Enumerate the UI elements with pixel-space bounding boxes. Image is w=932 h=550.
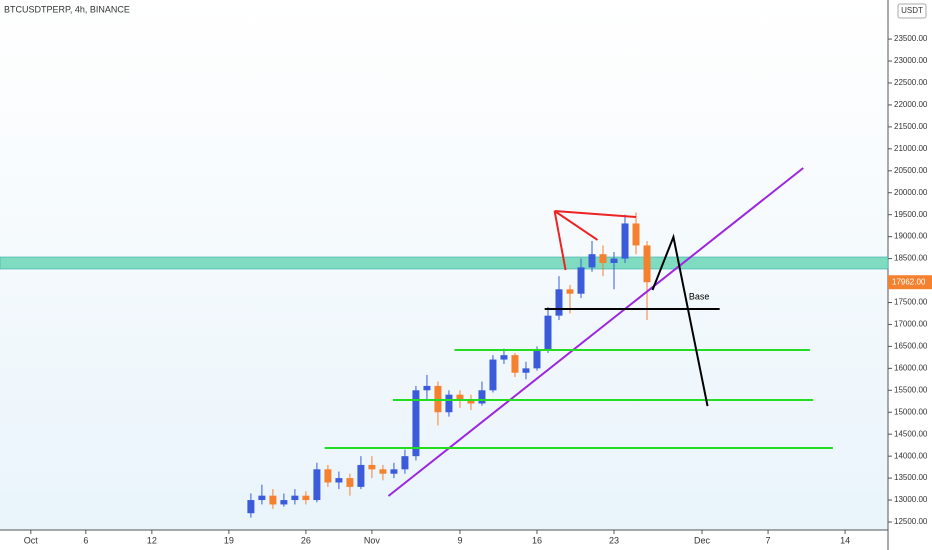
candle-body: [500, 355, 508, 360]
last-price-box: [888, 275, 932, 290]
candle-body: [346, 478, 354, 487]
candle-body: [357, 464, 365, 487]
x-tick-label: Oct: [24, 535, 39, 545]
y-tick-label: 20500.00: [894, 166, 928, 175]
candle-body: [379, 469, 387, 474]
last-price-label: 17962.00: [892, 277, 926, 286]
y-tick-label: 17500.00: [894, 298, 928, 307]
candle-body: [544, 315, 552, 351]
candle-body: [643, 245, 651, 283]
y-tick-label: 16500.00: [894, 342, 928, 351]
candle-body: [423, 385, 431, 391]
y-tick-label: 21000.00: [894, 144, 928, 153]
drawing-line: [554, 210, 599, 241]
candle-body: [335, 478, 343, 483]
x-tick-label: 7: [766, 535, 771, 545]
candle-body: [412, 390, 420, 457]
y-tick-label: 13000.00: [894, 495, 928, 504]
annotation-label: Base: [689, 292, 710, 302]
x-tick-label: 9: [457, 535, 462, 545]
candle-body: [247, 500, 255, 514]
candle-body: [456, 394, 464, 400]
y-tick-label: 17000.00: [894, 320, 928, 329]
x-tick-label: 12: [147, 535, 157, 545]
candle-body: [621, 223, 629, 259]
x-tick-label: 16: [532, 535, 542, 545]
y-tick-label: 15500.00: [894, 385, 928, 394]
candle-body: [489, 359, 497, 391]
resistance-zone: [0, 256, 889, 270]
candle-body: [555, 289, 563, 316]
candle-body: [291, 495, 299, 501]
x-tick-label: 23: [609, 535, 619, 545]
y-tick-label: 23500.00: [894, 34, 928, 43]
candle-body: [467, 399, 475, 404]
y-tick-label: 19000.00: [894, 232, 928, 241]
x-tick-label: 6: [83, 535, 88, 545]
drawing-line: [387, 167, 804, 497]
x-tick-label: 19: [224, 535, 234, 545]
candle-body: [588, 254, 596, 268]
y-tick-label: 13500.00: [894, 473, 928, 482]
candle-body: [610, 258, 618, 263]
y-tick-label: 18500.00: [894, 254, 928, 263]
y-tick-label: 16000.00: [894, 363, 928, 372]
drawing-line: [554, 210, 637, 218]
currency-box: [897, 3, 927, 19]
x-tick-label: 14: [840, 535, 850, 545]
candle-body: [599, 254, 607, 263]
candle-body: [269, 495, 277, 505]
candle-body: [522, 368, 530, 373]
y-tick-label: 20000.00: [894, 188, 928, 197]
candle-body: [258, 495, 266, 501]
candle-body: [401, 456, 409, 470]
x-tick-label: 26: [301, 535, 311, 545]
x-tick-label: Nov: [364, 535, 381, 545]
candle-body: [368, 464, 376, 470]
candle-body: [632, 223, 640, 246]
currency-label: USDT: [901, 6, 923, 15]
drawing-line: [651, 233, 709, 407]
candle-body: [566, 289, 574, 294]
y-tick-label: 23000.00: [894, 56, 928, 65]
candle-body: [577, 267, 585, 294]
candle-body: [313, 469, 321, 501]
candle-body: [445, 394, 453, 413]
candle-body: [280, 500, 288, 505]
candle-body: [302, 495, 310, 501]
candle-body: [478, 390, 486, 404]
candle-body: [511, 355, 519, 373]
candle-body: [390, 469, 398, 474]
chart-title: BTCUSDTPERP, 4h, BINANCE: [4, 4, 130, 14]
y-tick-label: 14000.00: [894, 451, 928, 460]
y-tick-label: 15000.00: [894, 407, 928, 416]
candle-body: [324, 469, 332, 483]
y-tick-label: 19500.00: [894, 210, 928, 219]
y-tick-label: 22000.00: [894, 100, 928, 109]
y-tick-label: 14500.00: [894, 429, 928, 438]
candle-body: [533, 350, 541, 369]
y-tick-label: 12500.00: [894, 517, 928, 526]
y-tick-label: 22500.00: [894, 78, 928, 87]
drawing-line: [553, 210, 567, 271]
y-tick-label: 21500.00: [894, 122, 928, 131]
x-tick-label: Dec: [694, 535, 711, 545]
